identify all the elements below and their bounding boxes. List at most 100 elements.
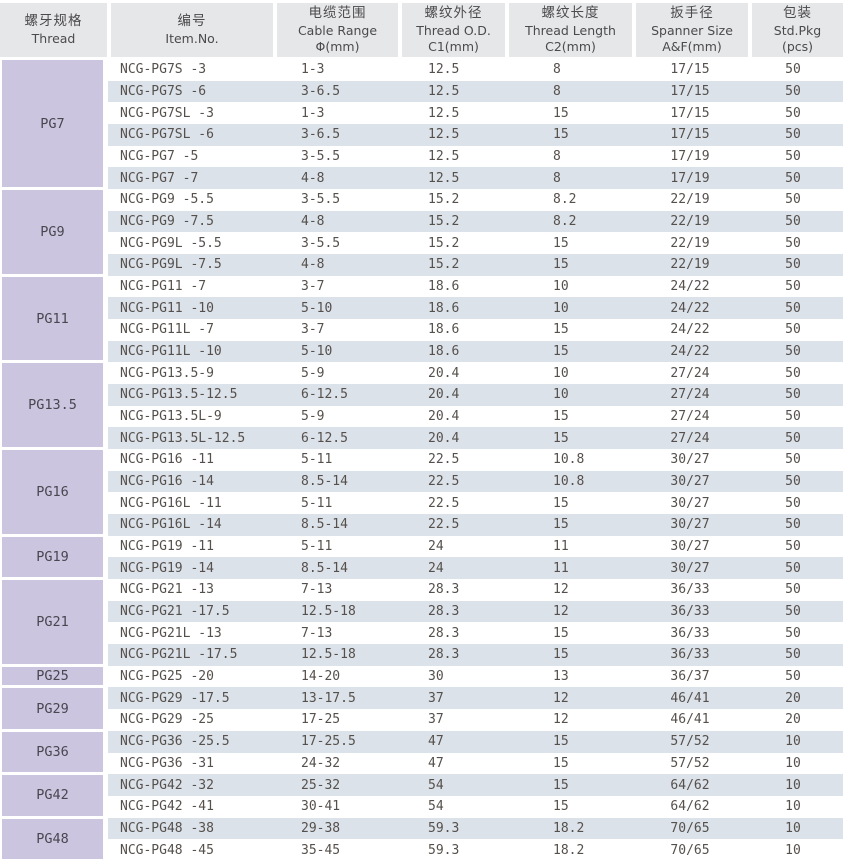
cell-item-no: NCG-PG13.5L-12.5 [120, 430, 246, 446]
cell-cable-range: 3-5.5 [301, 149, 341, 165]
table-row: NCG-PG19 -11 5-11 24 11 30/27 50 [108, 536, 843, 558]
cell-item-no: NCG-PG21 -13 [120, 582, 214, 598]
thread-group-cell: PG21 [2, 580, 103, 664]
cell-spanner-size: 70/65 [670, 842, 710, 858]
cell-std-pkg: 50 [785, 192, 801, 208]
table-row: NCG-PG29 -25 17-25 37 12 46/41 20 [108, 709, 843, 731]
cell-thread-length: 15 [553, 322, 569, 338]
header-text: Item.No. [165, 30, 219, 46]
cell-thread-od: 22.5 [428, 517, 460, 533]
cell-cable-range: 5-9 [301, 365, 325, 381]
cell-thread-length: 15 [553, 799, 569, 815]
cell-thread-length: 15 [553, 105, 569, 121]
cell-spanner-size: 70/65 [670, 820, 710, 836]
cell-std-pkg: 10 [785, 734, 801, 750]
thread-group-cell: PG36 [2, 731, 103, 773]
cell-spanner-size: 27/24 [670, 430, 710, 446]
cell-spanner-size: 30/27 [670, 517, 710, 533]
cell-item-no: NCG-PG36 -25.5 [120, 734, 230, 750]
cell-cable-range: 3-6.5 [301, 127, 341, 143]
cell-thread-od: 30 [428, 669, 444, 685]
table-row: NCG-PG11 -7 3-7 18.6 10 24/22 50 [108, 276, 843, 298]
cell-spanner-size: 30/27 [670, 474, 710, 490]
table-row: NCG-PG21L -13 7-13 28.3 15 36/33 50 [108, 622, 843, 644]
thread-group-cell: PG29 [2, 688, 103, 729]
cell-std-pkg: 50 [785, 84, 801, 99]
cell-thread-length: 15 [553, 734, 569, 750]
thread-group: PG16 NCG-PG16 -11 5-11 22.5 10.8 30/27 50 NCG-P… [0, 449, 843, 536]
cell-thread-od: 28.3 [428, 604, 460, 620]
table-row: NCG-PG25 -20 14-20 30 13 36/37 50 [108, 666, 843, 688]
table-header: 螺牙规格 Thread 编号 Item.No. 电缆范围 Cable Range Φ(mm)… [0, 3, 843, 57]
cell-item-no: NCG-PG19 -11 [120, 539, 214, 555]
cell-cable-range: 8.5-14 [301, 474, 348, 490]
cell-thread-length: 15 [553, 127, 569, 143]
cell-std-pkg: 50 [785, 62, 801, 78]
header-text: (pcs) [781, 38, 814, 54]
cell-thread-od: 18.6 [428, 279, 460, 295]
cell-spanner-size: 17/15 [670, 127, 710, 143]
cell-item-no: NCG-PG21 -17.5 [120, 604, 230, 620]
cell-thread-length: 12 [553, 582, 569, 598]
cell-thread-length: 15 [553, 235, 569, 251]
cell-thread-length: 8 [553, 84, 561, 99]
cell-item-no: NCG-PG7 -7 [120, 170, 199, 186]
cell-thread-length: 15 [553, 755, 569, 771]
table-row: NCG-PG16 -11 5-11 22.5 10.8 30/27 50 [108, 449, 843, 471]
header-text: 编号 [177, 13, 207, 30]
thread-group-rows: NCG-PG16 -11 5-11 22.5 10.8 30/27 50 NCG-PG16 … [108, 449, 843, 536]
table-row: NCG-PG36 -31 24-32 47 15 57/52 10 [108, 753, 843, 775]
cell-item-no: NCG-PG7S -6 [120, 84, 207, 99]
cell-thread-od: 37 [428, 690, 444, 706]
table-row: NCG-PG11 -10 5-10 18.6 10 24/22 50 [108, 297, 843, 320]
table-row: NCG-PG7SL -6 3-6.5 12.5 15 17/15 50 [108, 124, 843, 146]
cell-std-pkg: 50 [785, 582, 801, 598]
cell-thread-od: 22.5 [428, 495, 460, 511]
thread-group-cell: PG19 [2, 536, 103, 578]
cell-std-pkg: 50 [785, 170, 801, 186]
cell-thread-length: 12 [553, 604, 569, 620]
cell-thread-length: 13 [553, 669, 569, 685]
cell-item-no: NCG-PG29 -25 [120, 712, 214, 728]
thread-group-cell: PG7 [2, 60, 103, 188]
cell-std-pkg: 50 [785, 409, 801, 425]
header-text: Spanner Size [651, 22, 733, 38]
header-text: 螺纹外径 [424, 4, 483, 21]
cell-std-pkg: 50 [785, 430, 801, 446]
table-row: NCG-PG7SL -3 1-3 12.5 15 17/15 50 [108, 102, 843, 124]
cell-spanner-size: 46/41 [670, 712, 710, 728]
cell-item-no: NCG-PG11L -7 [120, 322, 214, 338]
cell-cable-range: 12.5-18 [301, 647, 356, 663]
cell-spanner-size: 24/22 [670, 322, 710, 338]
cell-spanner-size: 22/19 [670, 192, 710, 208]
cell-cable-range: 30-41 [301, 799, 341, 815]
thread-group: PG7 NCG-PG7S -3 1-3 12.5 8 17/15 50 NCG-PG7S -6… [0, 59, 843, 190]
table-row: NCG-PG9L -5.5 3-5.5 15.2 15 22/19 50 [108, 232, 843, 254]
cell-cable-range: 3-5.5 [301, 192, 341, 208]
cell-std-pkg: 50 [785, 300, 801, 316]
cell-cable-range: 24-32 [301, 755, 341, 771]
cell-thread-length: 10 [553, 387, 569, 403]
cell-cable-range: 6-12.5 [301, 430, 348, 446]
cell-std-pkg: 50 [785, 279, 801, 295]
cell-thread-od: 12.5 [428, 170, 460, 186]
cell-item-no: NCG-PG19 -14 [120, 560, 214, 576]
header-text: A&F(mm) [662, 38, 722, 54]
cell-thread-od: 47 [428, 734, 444, 750]
cell-thread-length: 12 [553, 690, 569, 706]
cell-spanner-size: 22/19 [670, 235, 710, 251]
thread-group-cell: PG13.5 [2, 363, 103, 448]
header-cell-cable-range: 电缆范围 Cable Range Φ(mm) [277, 3, 398, 57]
header-text: 扳手径 [670, 4, 714, 21]
cell-std-pkg: 50 [785, 604, 801, 620]
cell-cable-range: 3-7 [301, 322, 325, 338]
cell-thread-od: 20.4 [428, 430, 460, 446]
cell-thread-od: 12.5 [428, 149, 460, 165]
cell-thread-length: 11 [553, 539, 569, 555]
cell-std-pkg: 50 [785, 474, 801, 490]
cell-spanner-size: 22/19 [670, 214, 710, 230]
cell-item-no: NCG-PG16L -14 [120, 517, 222, 533]
cell-thread-od: 47 [428, 755, 444, 771]
cell-thread-od: 15.2 [428, 192, 460, 208]
table-row: NCG-PG11L -10 5-10 18.6 15 24/22 50 [108, 340, 843, 363]
